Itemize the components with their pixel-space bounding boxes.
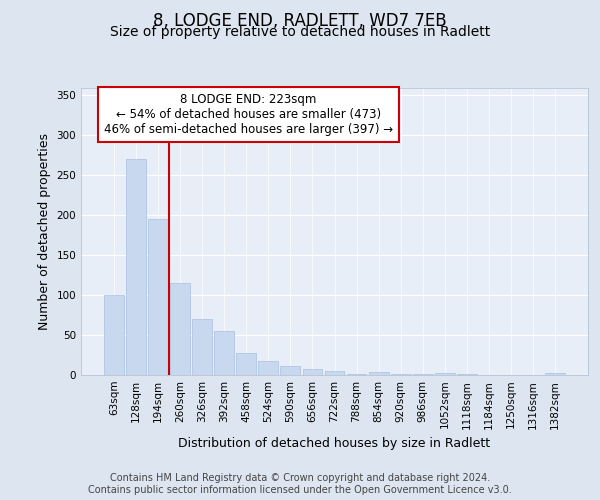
Bar: [368, 372, 389, 375]
Bar: [236, 352, 256, 375]
Bar: [259, 362, 278, 375]
Bar: [413, 374, 433, 375]
Bar: [302, 368, 322, 375]
Bar: [214, 331, 234, 375]
Bar: [347, 374, 367, 375]
Bar: [391, 374, 410, 375]
Bar: [170, 283, 190, 375]
Text: 8, LODGE END, RADLETT, WD7 7EB: 8, LODGE END, RADLETT, WD7 7EB: [153, 12, 447, 30]
Bar: [457, 374, 477, 375]
Bar: [148, 220, 168, 375]
Text: Size of property relative to detached houses in Radlett: Size of property relative to detached ho…: [110, 25, 490, 39]
Bar: [435, 374, 455, 375]
Text: 8 LODGE END: 223sqm
← 54% of detached houses are smaller (473)
46% of semi-detac: 8 LODGE END: 223sqm ← 54% of detached ho…: [104, 93, 393, 136]
Text: Contains HM Land Registry data © Crown copyright and database right 2024.
Contai: Contains HM Land Registry data © Crown c…: [88, 474, 512, 495]
Bar: [192, 319, 212, 375]
X-axis label: Distribution of detached houses by size in Radlett: Distribution of detached houses by size …: [178, 437, 491, 450]
Y-axis label: Number of detached properties: Number of detached properties: [38, 132, 51, 330]
Bar: [325, 371, 344, 375]
Bar: [104, 295, 124, 375]
Bar: [545, 372, 565, 375]
Bar: [280, 366, 301, 375]
Bar: [126, 160, 146, 375]
